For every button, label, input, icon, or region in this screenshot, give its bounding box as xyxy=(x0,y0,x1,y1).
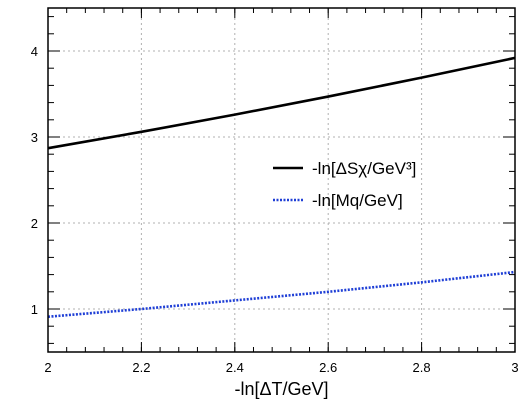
y-tick-label: 2 xyxy=(31,216,38,231)
series-line-2 xyxy=(47,270,516,319)
x-tick-label: 2 xyxy=(44,360,51,375)
x-tick-label: 2.2 xyxy=(132,360,150,375)
tick-labels: 2 2.2 2.4 2.6 2.8 3 1 2 3 4 xyxy=(31,44,519,375)
legend-label-1: -ln[ΔSχ/GeV³] xyxy=(312,159,416,178)
legend: -ln[ΔSχ/GeV³] -ln[Mq/GeV] xyxy=(273,159,416,210)
x-tick-label: 2.6 xyxy=(319,360,337,375)
x-tick-label: 3 xyxy=(511,360,518,375)
y-tick-label: 3 xyxy=(31,130,38,145)
legend-label-2: -ln[Mq/GeV] xyxy=(312,191,403,210)
x-tick-label: 2.8 xyxy=(413,360,431,375)
x-tick-label: 2.4 xyxy=(226,360,244,375)
series-layer xyxy=(47,56,516,319)
x-axis-label: -ln[ΔT/GeV] xyxy=(234,379,328,399)
y-tick-label: 4 xyxy=(31,44,38,59)
y-tick-label: 1 xyxy=(31,302,38,317)
series-line-1 xyxy=(47,56,516,150)
grid xyxy=(48,8,515,352)
ticks xyxy=(47,8,516,352)
plot-frame xyxy=(47,7,516,353)
